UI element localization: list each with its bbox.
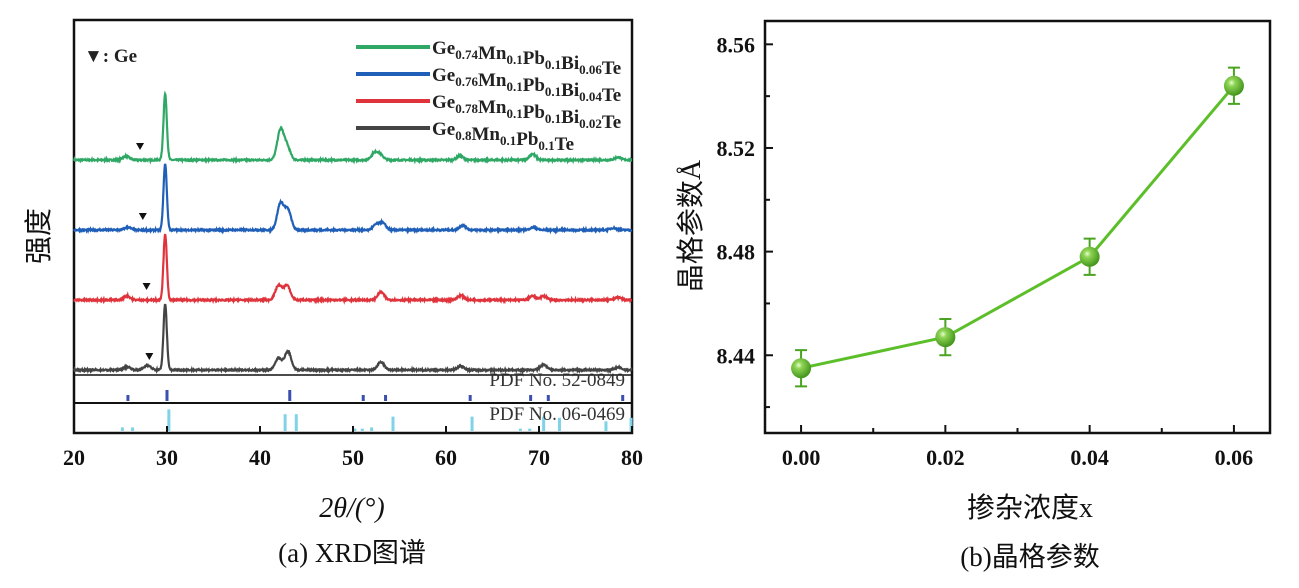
x-tick-label: 30 [156, 445, 178, 470]
reference-label: PDF No. 06-0469 [489, 404, 625, 425]
xrd-panel: 20 30 40 50 60 70 80 Ge0.74Mn0.1Pb0.1Bi0.06TeG… [23, 18, 643, 568]
y-axis-label: 晶格参数Å [675, 159, 707, 292]
data-point [935, 327, 956, 348]
x-tick-label: 60 [435, 445, 457, 470]
x-tick-label: 20 [63, 445, 85, 470]
x-tick-label: 0.04 [1070, 445, 1109, 470]
panel-caption: (a) XRD图谱 [278, 538, 426, 568]
x-tick-label: 40 [249, 445, 271, 470]
data-point [1223, 75, 1244, 96]
y-tick-label: 8.48 [717, 240, 756, 265]
lattice-line [800, 84, 1236, 370]
xrd-series-line [72, 163, 633, 235]
x-tick-label: 50 [342, 445, 364, 470]
panel-caption: (b)晶格参数 [960, 542, 1099, 572]
y-axis-label: 强度 [23, 208, 55, 264]
ge-marker-icon [145, 353, 154, 360]
y-tick-label: 8.44 [717, 343, 756, 368]
reference-label: PDF No. 52-0849 [489, 370, 625, 391]
xrd-series-line [73, 233, 633, 305]
ge-marker-legend: ▼: Ge [84, 46, 137, 67]
x-tick-label: 80 [621, 445, 643, 470]
x-tick-label: 0.02 [926, 445, 965, 470]
legend-label: Ge0.74Mn0.1Pb0.1Bi0.06Te [432, 38, 621, 79]
lattice-plot-frame [763, 19, 1272, 435]
data-point [791, 358, 812, 379]
xrd-series-line [72, 303, 633, 375]
data-point [1079, 246, 1100, 267]
lattice-panel: 8.44 8.48 8.52 8.56 0.00 0.02 0.04 0.06 掺杂浓度x 晶… [675, 19, 1272, 572]
x-tick-label: 70 [528, 445, 550, 470]
ge-marker-icon [138, 213, 147, 220]
x-tick-label: 0.00 [782, 445, 821, 470]
x-tick-label: 0.06 [1215, 445, 1254, 470]
legend-label: Ge0.78Mn0.1Pb0.1Bi0.02Te [432, 92, 621, 133]
xrd-series-line [72, 90, 633, 165]
x-axis-label: 2θ/(°) [319, 493, 384, 524]
legend-label: Ge0.8Mn0.1Pb0.1Te [432, 119, 574, 155]
x-axis-label: 掺杂浓度x [967, 492, 1093, 524]
ge-marker-icon [142, 283, 151, 290]
y-tick-label: 8.52 [717, 136, 756, 161]
legend-label: Ge0.76Mn0.1Pb0.1Bi0.04Te [432, 65, 621, 106]
y-tick-label: 8.56 [717, 32, 756, 57]
ge-marker-icon [136, 143, 145, 150]
